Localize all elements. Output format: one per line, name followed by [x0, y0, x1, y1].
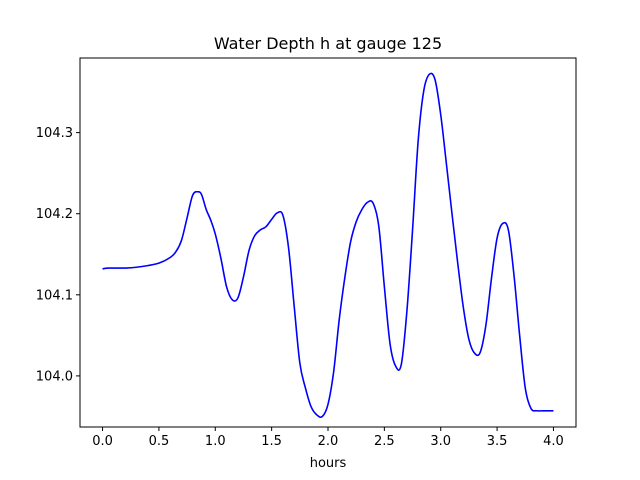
- x-tick-label: 2.0: [318, 434, 339, 449]
- x-axis-label: hours: [310, 456, 347, 471]
- x-tick-label: 0.5: [149, 434, 170, 449]
- x-tick-label: 4.0: [543, 434, 564, 449]
- plot-area: [102, 72, 554, 418]
- x-tick-label: 0.0: [92, 434, 113, 449]
- y-tick-label: 104.2: [36, 207, 73, 222]
- x-tick-label: 1.0: [205, 434, 226, 449]
- x-tick-label: 2.5: [374, 434, 395, 449]
- y-tick-label: 104.0: [36, 369, 73, 384]
- chart-title: Water Depth h at gauge 125: [214, 34, 442, 53]
- x-tick-label: 1.5: [261, 434, 282, 449]
- x-axis: 0.0 0.5 1.0 1.5 2.0 2.5 3.0 3.5 4.0: [92, 427, 564, 449]
- y-tick-label: 104.1: [36, 288, 73, 303]
- y-axis: 104.0 104.1 104.2 104.3: [36, 126, 80, 384]
- y-tick-label: 104.3: [36, 126, 73, 141]
- series-line: [102, 72, 554, 418]
- x-tick-label: 3.5: [487, 434, 508, 449]
- x-tick-label: 3.0: [430, 434, 451, 449]
